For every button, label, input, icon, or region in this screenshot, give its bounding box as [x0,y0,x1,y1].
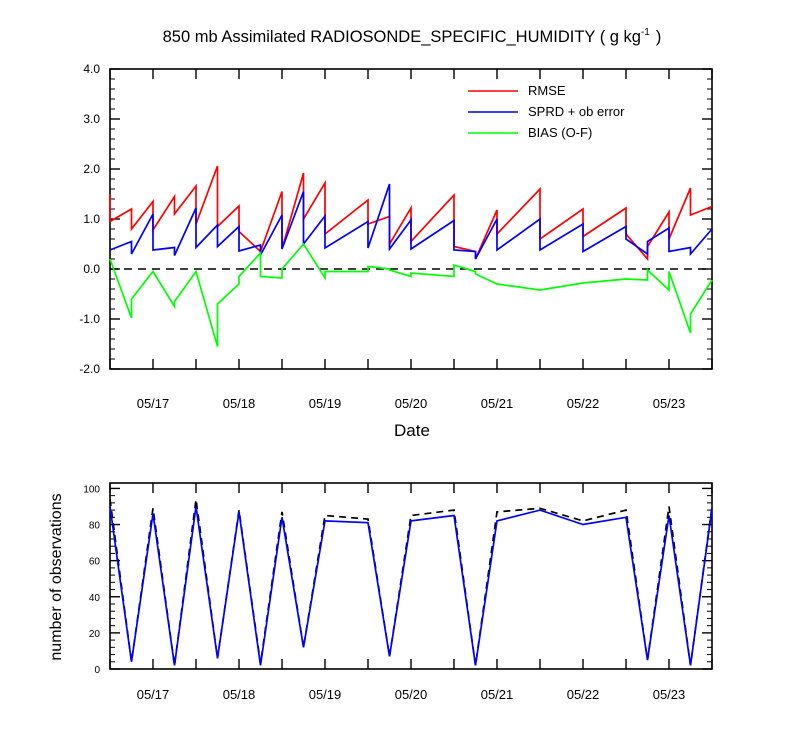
x-tick-label: 05/22 [567,396,600,411]
x-tick-label: 05/20 [395,396,428,411]
x-tick-label: 05/20 [395,687,428,702]
series-line-sprd-ob-error [109,183,713,260]
top-chart-xlabel: Date [394,421,430,440]
x-tick-label: 05/18 [223,687,256,702]
series-line-bias-o-f [109,242,713,347]
legend-label: SPRD + ob error [528,104,625,119]
y-tick-label: 20 [89,629,101,640]
y-tick-label: 100 [83,484,100,495]
x-tick-label: 05/21 [481,396,514,411]
y-tick-label: 40 [89,593,101,604]
x-tick-label: 05/23 [653,687,686,702]
x-tick-label: 05/18 [223,396,256,411]
x-tick-label: 05/17 [137,687,170,702]
y-tick-label: 2.0 [83,162,100,176]
x-tick-label: 05/19 [309,396,342,411]
y-tick-label: -1.0 [79,312,100,326]
y-tick-label: -2.0 [79,362,100,376]
x-tick-label: 05/22 [567,687,600,702]
x-tick-label: 05/23 [653,396,686,411]
legend-label: RMSE [528,83,566,98]
x-tick-label: 05/17 [137,396,170,411]
bottom-chart-ylabel: number of observations [48,493,65,660]
y-tick-label: 3.0 [83,112,100,126]
y-tick-label: 4.0 [83,62,100,76]
legend-label: BIAS (O-F) [528,125,592,140]
x-tick-label: 05/21 [481,687,514,702]
top-chart: -2.0 -1.0 0.0 1.0 2.0 3.0 4.0 05/17 05/18 05/19 05… [79,62,713,411]
x-tick-label: 05/19 [309,687,342,702]
y-tick-label: 0 [94,665,100,676]
bottom-chart: 0 20 40 60 80 100 05/17 05/18 05/19 05/20 05/21 05/… [83,482,713,702]
series-line-assimilated-observations [109,506,713,666]
y-tick-label: 0.0 [83,262,100,276]
y-tick-label: 1.0 [83,212,100,226]
series-line-rmse [109,165,713,262]
y-tick-label: 60 [89,557,101,568]
y-tick-label: 80 [89,521,101,532]
top-chart-title: 850 mb Assimilated RADIOSONDE_SPECIFIC_H… [163,27,662,46]
